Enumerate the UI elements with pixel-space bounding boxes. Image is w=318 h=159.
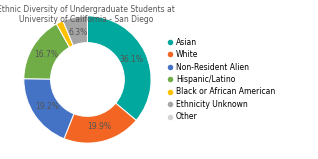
Wedge shape <box>24 79 74 139</box>
Wedge shape <box>64 103 136 143</box>
Text: 19.2%: 19.2% <box>35 102 59 111</box>
Text: 6.3%: 6.3% <box>68 28 87 37</box>
Text: Ethnic Diversity of Undergraduate Students at
University of California - San Die: Ethnic Diversity of Undergraduate Studen… <box>0 5 175 24</box>
Wedge shape <box>57 21 73 47</box>
Text: 19.9%: 19.9% <box>87 122 111 131</box>
Wedge shape <box>63 16 87 45</box>
Text: 16.7%: 16.7% <box>34 50 58 59</box>
Legend: Asian, White, Non-Resident Alien, Hispanic/Latino, Black or African American, Et: Asian, White, Non-Resident Alien, Hispan… <box>168 38 275 121</box>
Text: 36.1%: 36.1% <box>119 55 143 64</box>
Wedge shape <box>87 16 151 120</box>
Wedge shape <box>24 24 69 79</box>
